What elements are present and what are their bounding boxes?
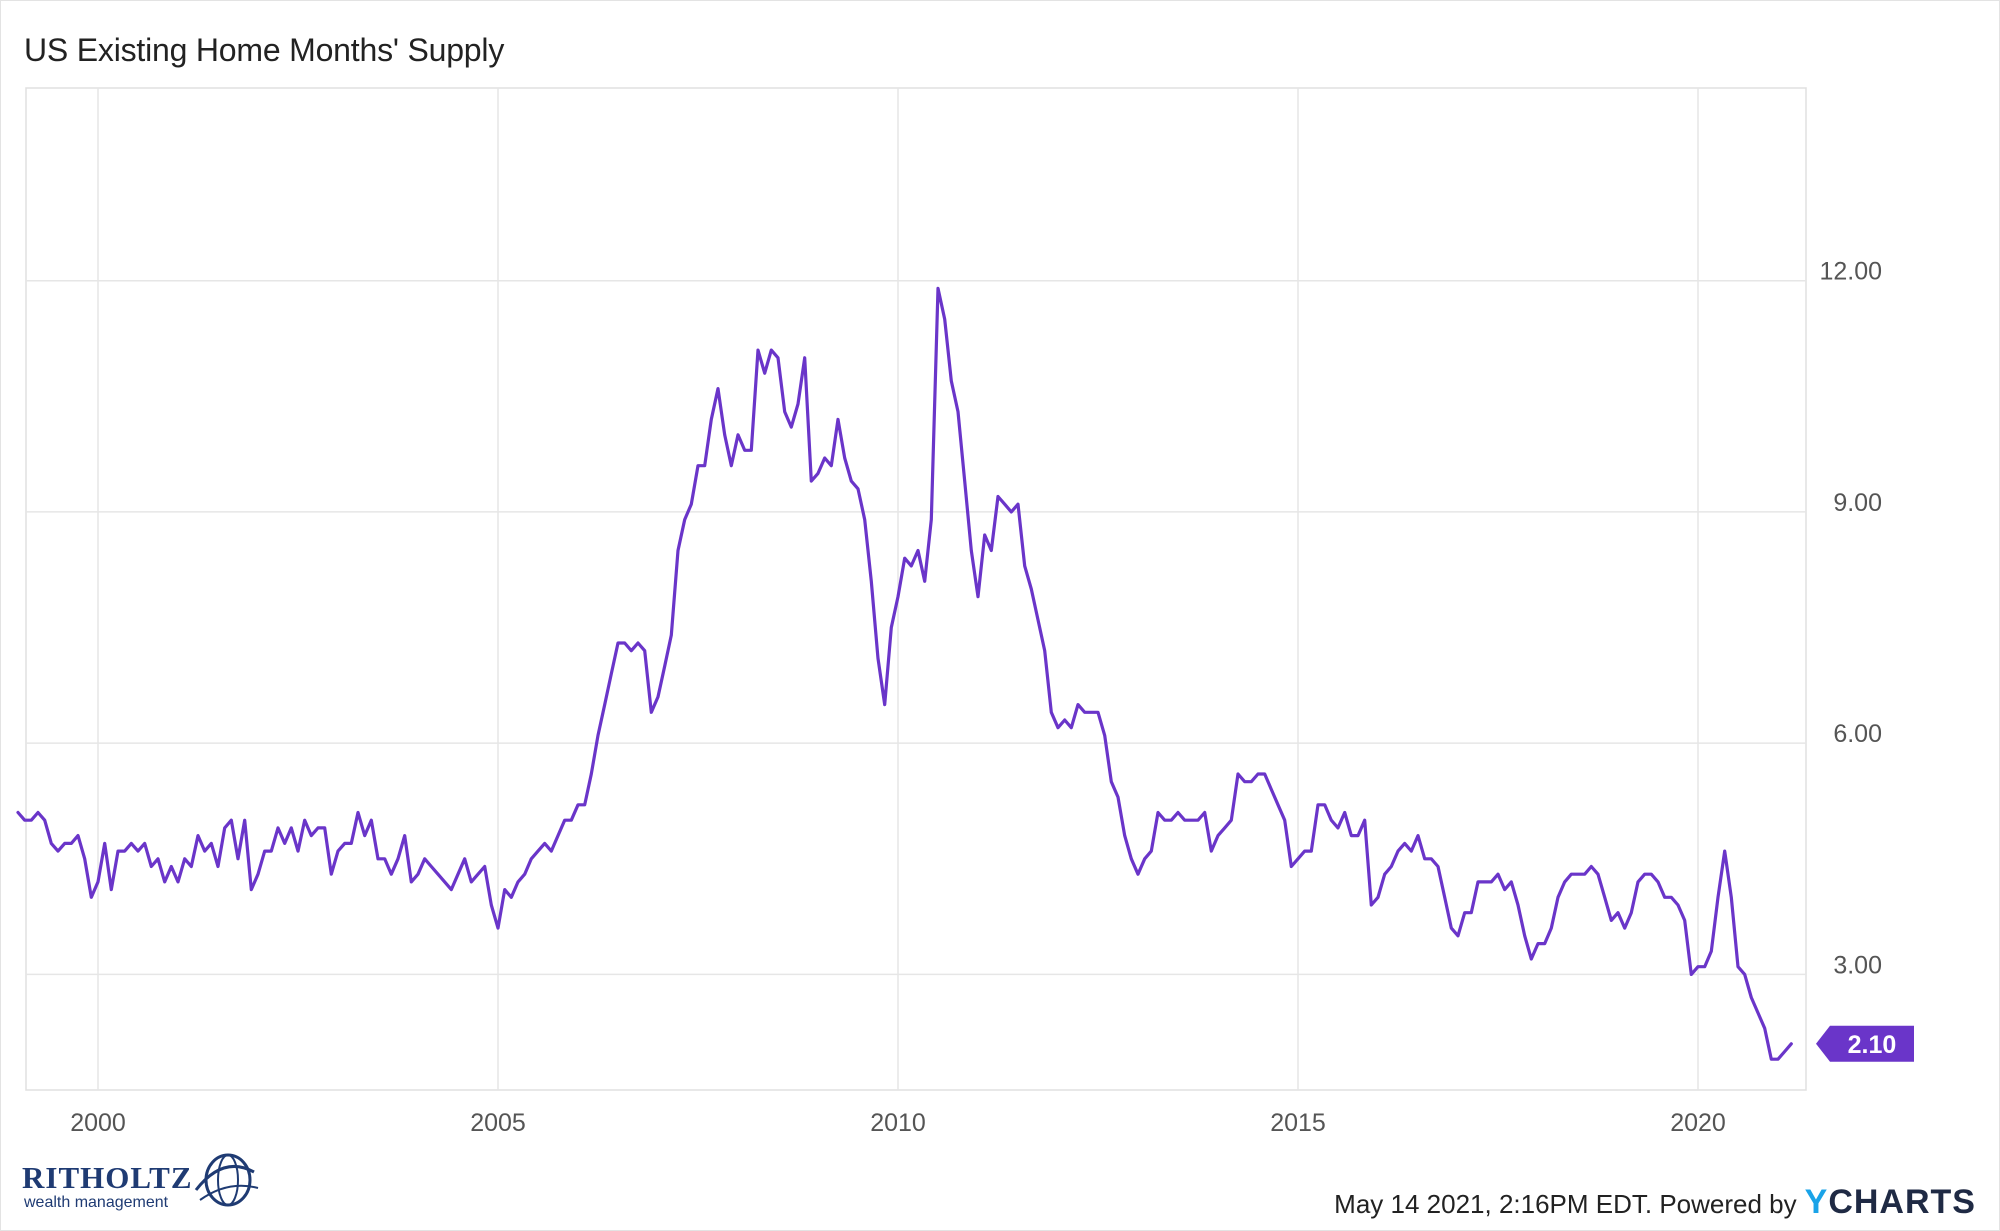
last-value-label: 2.10 <box>1848 1031 1897 1059</box>
ycharts-brand-rest: CHARTS <box>1828 1183 1976 1221</box>
logo-subtitle: wealth management <box>24 1194 169 1211</box>
series-line <box>16 286 1793 1061</box>
x-tick-label: 2005 <box>470 1109 526 1137</box>
y-tick-label: 3.00 <box>1833 951 1882 979</box>
y-tick-label: 6.00 <box>1833 720 1882 748</box>
y-tick-label: 9.00 <box>1833 489 1882 517</box>
footer: May 14 2021, 2:16PM EDT. Powered by YCHA… <box>1334 1183 1976 1222</box>
ycharts-brand[interactable]: YCHARTS <box>1805 1183 1976 1222</box>
ycharts-brand-y: Y <box>1804 1183 1829 1221</box>
plot-area <box>25 87 1807 1091</box>
chart-title: US Existing Home Months' Supply <box>24 32 505 68</box>
series-layer <box>16 286 1793 1061</box>
x-tick-label: 2010 <box>870 1109 926 1137</box>
grid-layer <box>25 87 1807 1091</box>
x-tick-label: 2020 <box>1670 1109 1726 1137</box>
logo-wordmark: RITHOLTZ <box>22 1160 193 1195</box>
last-value-badge <box>1816 1025 1914 1062</box>
globe-emblem-icon <box>194 1153 259 1207</box>
x-tick-label: 2000 <box>70 1109 126 1137</box>
axis-layer: 2000 2005 2010 2015 2020 3.00 6.00 9.00 12.00 <box>70 258 1882 1137</box>
footer-timestamp: May 14 2021, 2:16PM EDT. Powered by <box>1334 1189 1797 1219</box>
y-tick-label: 12.00 <box>1819 258 1882 286</box>
label-layer: 2.10 <box>1816 1025 1914 1062</box>
ritholtz-logo: RITHOLTZ wealth management <box>22 1150 262 1220</box>
x-tick-label: 2015 <box>1270 1109 1326 1137</box>
